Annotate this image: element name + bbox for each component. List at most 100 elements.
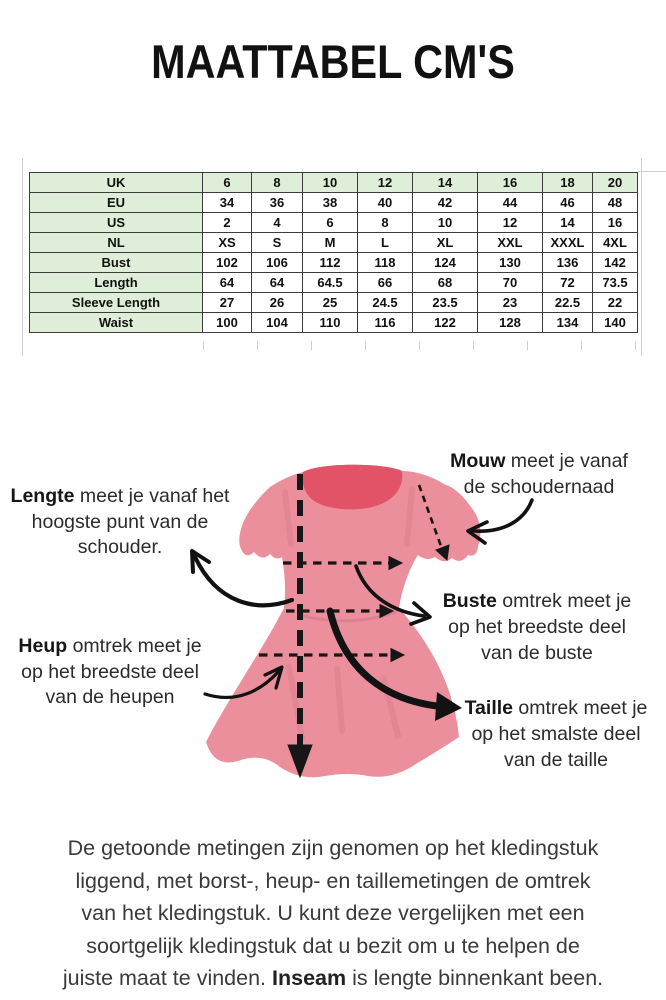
waist-seam xyxy=(298,610,398,623)
size-cell: 27 xyxy=(202,292,252,313)
row-label: US xyxy=(29,212,203,233)
size-cell: 22.5 xyxy=(542,292,593,313)
size-cell: 70 xyxy=(477,272,543,293)
page-title: MAATTABEL CM'S xyxy=(151,35,515,88)
size-cell: 64 xyxy=(202,272,252,293)
size-cell: 122 xyxy=(412,312,478,333)
annotation-term: Taille xyxy=(464,697,514,719)
size-cell: M xyxy=(302,232,358,253)
waist-arrowhead xyxy=(379,603,395,619)
size-cell: 12 xyxy=(357,172,413,193)
annotation-line: op het smalste deel xyxy=(471,723,641,745)
row-label: UK xyxy=(29,172,203,193)
size-cell: 102 xyxy=(202,252,252,273)
size-cell: 66 xyxy=(357,272,413,293)
table-row-length: Length 64 64 64.5 66 68 70 72 73.5 xyxy=(29,272,638,293)
size-cell: 116 xyxy=(357,312,413,333)
size-cell: 112 xyxy=(302,252,358,273)
size-cell: 26 xyxy=(251,292,303,313)
size-cell: 44 xyxy=(477,192,543,213)
size-cell: 64 xyxy=(251,272,303,293)
mouw-arrow xyxy=(471,498,534,533)
taille-arrow xyxy=(326,607,441,710)
size-cell: 25 xyxy=(302,292,358,313)
size-cell: 68 xyxy=(412,272,478,293)
annotation-term: Mouw xyxy=(450,450,506,472)
size-cell: 6 xyxy=(302,212,358,233)
annotation-lengte: Lengte meet je vanaf het hoogste punt va… xyxy=(1,484,239,561)
annotation-heup: Heup omtrek meet je op het breedste deel… xyxy=(8,634,212,711)
row-label: Length xyxy=(29,272,203,293)
size-cell: 48 xyxy=(592,192,638,213)
note-line: soortgelijk kledingstuk dat u bezit om u… xyxy=(86,933,580,958)
bust-arrowhead xyxy=(388,555,404,571)
table-row-bust: Bust 102 106 112 118 124 130 136 142 xyxy=(29,252,638,273)
size-cell: 73.5 xyxy=(592,272,638,293)
taille-arrowhead xyxy=(435,692,462,721)
size-cell: 22 xyxy=(592,292,638,313)
note-line: liggend, met borst-, heup- en taillemeti… xyxy=(75,868,591,893)
table-row-us: US 2 4 6 8 10 12 14 16 xyxy=(29,212,638,233)
size-cell: 6 xyxy=(202,172,252,193)
annotation-taille: Taille omtrek meet je op het smalste dee… xyxy=(450,695,662,773)
size-cell: 34 xyxy=(202,192,252,213)
size-cell: S xyxy=(251,232,303,253)
annotation-line: Mouw meet je vanaf xyxy=(450,450,628,472)
size-cell: 40 xyxy=(357,192,413,213)
size-cell: 18 xyxy=(542,172,593,193)
size-cell: 23.5 xyxy=(412,292,478,313)
size-cell: 100 xyxy=(202,312,252,333)
size-cell: 72 xyxy=(542,272,593,293)
row-label: Waist xyxy=(29,312,203,333)
size-cell: 16 xyxy=(477,172,543,193)
size-cell: 140 xyxy=(592,312,638,333)
dress-neckline xyxy=(302,464,403,510)
size-cell: 8 xyxy=(357,212,413,233)
note-line: juiste maat te vinden. Inseam is lengte … xyxy=(62,966,604,990)
size-cell: 20 xyxy=(592,172,638,193)
size-cell: 42 xyxy=(412,192,478,213)
size-cell: 36 xyxy=(251,192,303,213)
dress-fold-shading xyxy=(282,486,415,741)
annotation-term: Buste xyxy=(442,590,497,612)
annotation-mouw: Mouw meet je vanaf de schoudernaad xyxy=(440,449,638,500)
annotation-line: Buste omtrek meet je xyxy=(442,590,632,612)
size-cell: 128 xyxy=(477,312,543,333)
heup-arrow xyxy=(203,669,281,699)
size-cell: 118 xyxy=(357,252,413,273)
ghost-gridline xyxy=(641,158,642,356)
size-cell: 10 xyxy=(302,172,358,193)
size-cell: 142 xyxy=(592,252,638,273)
annotation-line: op het breedste deel xyxy=(21,660,199,683)
size-cell: 124 xyxy=(412,252,478,273)
size-cell: XXL xyxy=(477,232,543,253)
row-label: Sleeve Length xyxy=(29,292,203,313)
inseam-term: Inseam xyxy=(272,966,347,990)
annotation-line: Lengte meet je vanaf het xyxy=(10,485,230,507)
mouw-arrowhead xyxy=(466,520,489,545)
note-line: van het kledingstuk. U kunt deze vergeli… xyxy=(81,901,585,925)
annotation-line: van de buste xyxy=(481,642,593,664)
size-cell: 38 xyxy=(302,192,358,213)
size-cell: 14 xyxy=(542,212,593,233)
measurement-note: De getoonde metingen zijn genomen op het… xyxy=(33,832,633,995)
lengte-arrowhead xyxy=(190,549,211,574)
size-cell: 104 xyxy=(251,312,303,333)
table-row-nl: NL XS S M L XL XXL XXXL 4XL xyxy=(29,232,638,253)
ghost-gridline xyxy=(638,171,666,172)
size-cell: 8 xyxy=(251,172,303,193)
size-cell: 46 xyxy=(542,192,593,213)
size-cell: L xyxy=(357,232,413,253)
annotation-line: van de heupen xyxy=(45,686,175,708)
size-cell: 110 xyxy=(302,312,358,333)
size-cell: XL xyxy=(412,232,478,253)
annotation-term: Lengte xyxy=(10,485,75,507)
row-label: EU xyxy=(29,192,203,213)
note-line: De getoonde metingen zijn genomen op het… xyxy=(67,836,599,860)
size-cell: 16 xyxy=(592,212,638,233)
ghost-gridline xyxy=(203,341,639,350)
annotation-line: van de taille xyxy=(503,749,609,771)
lengte-arrow xyxy=(192,554,295,608)
size-cell: 2 xyxy=(202,212,252,233)
size-cell: 136 xyxy=(542,252,593,273)
